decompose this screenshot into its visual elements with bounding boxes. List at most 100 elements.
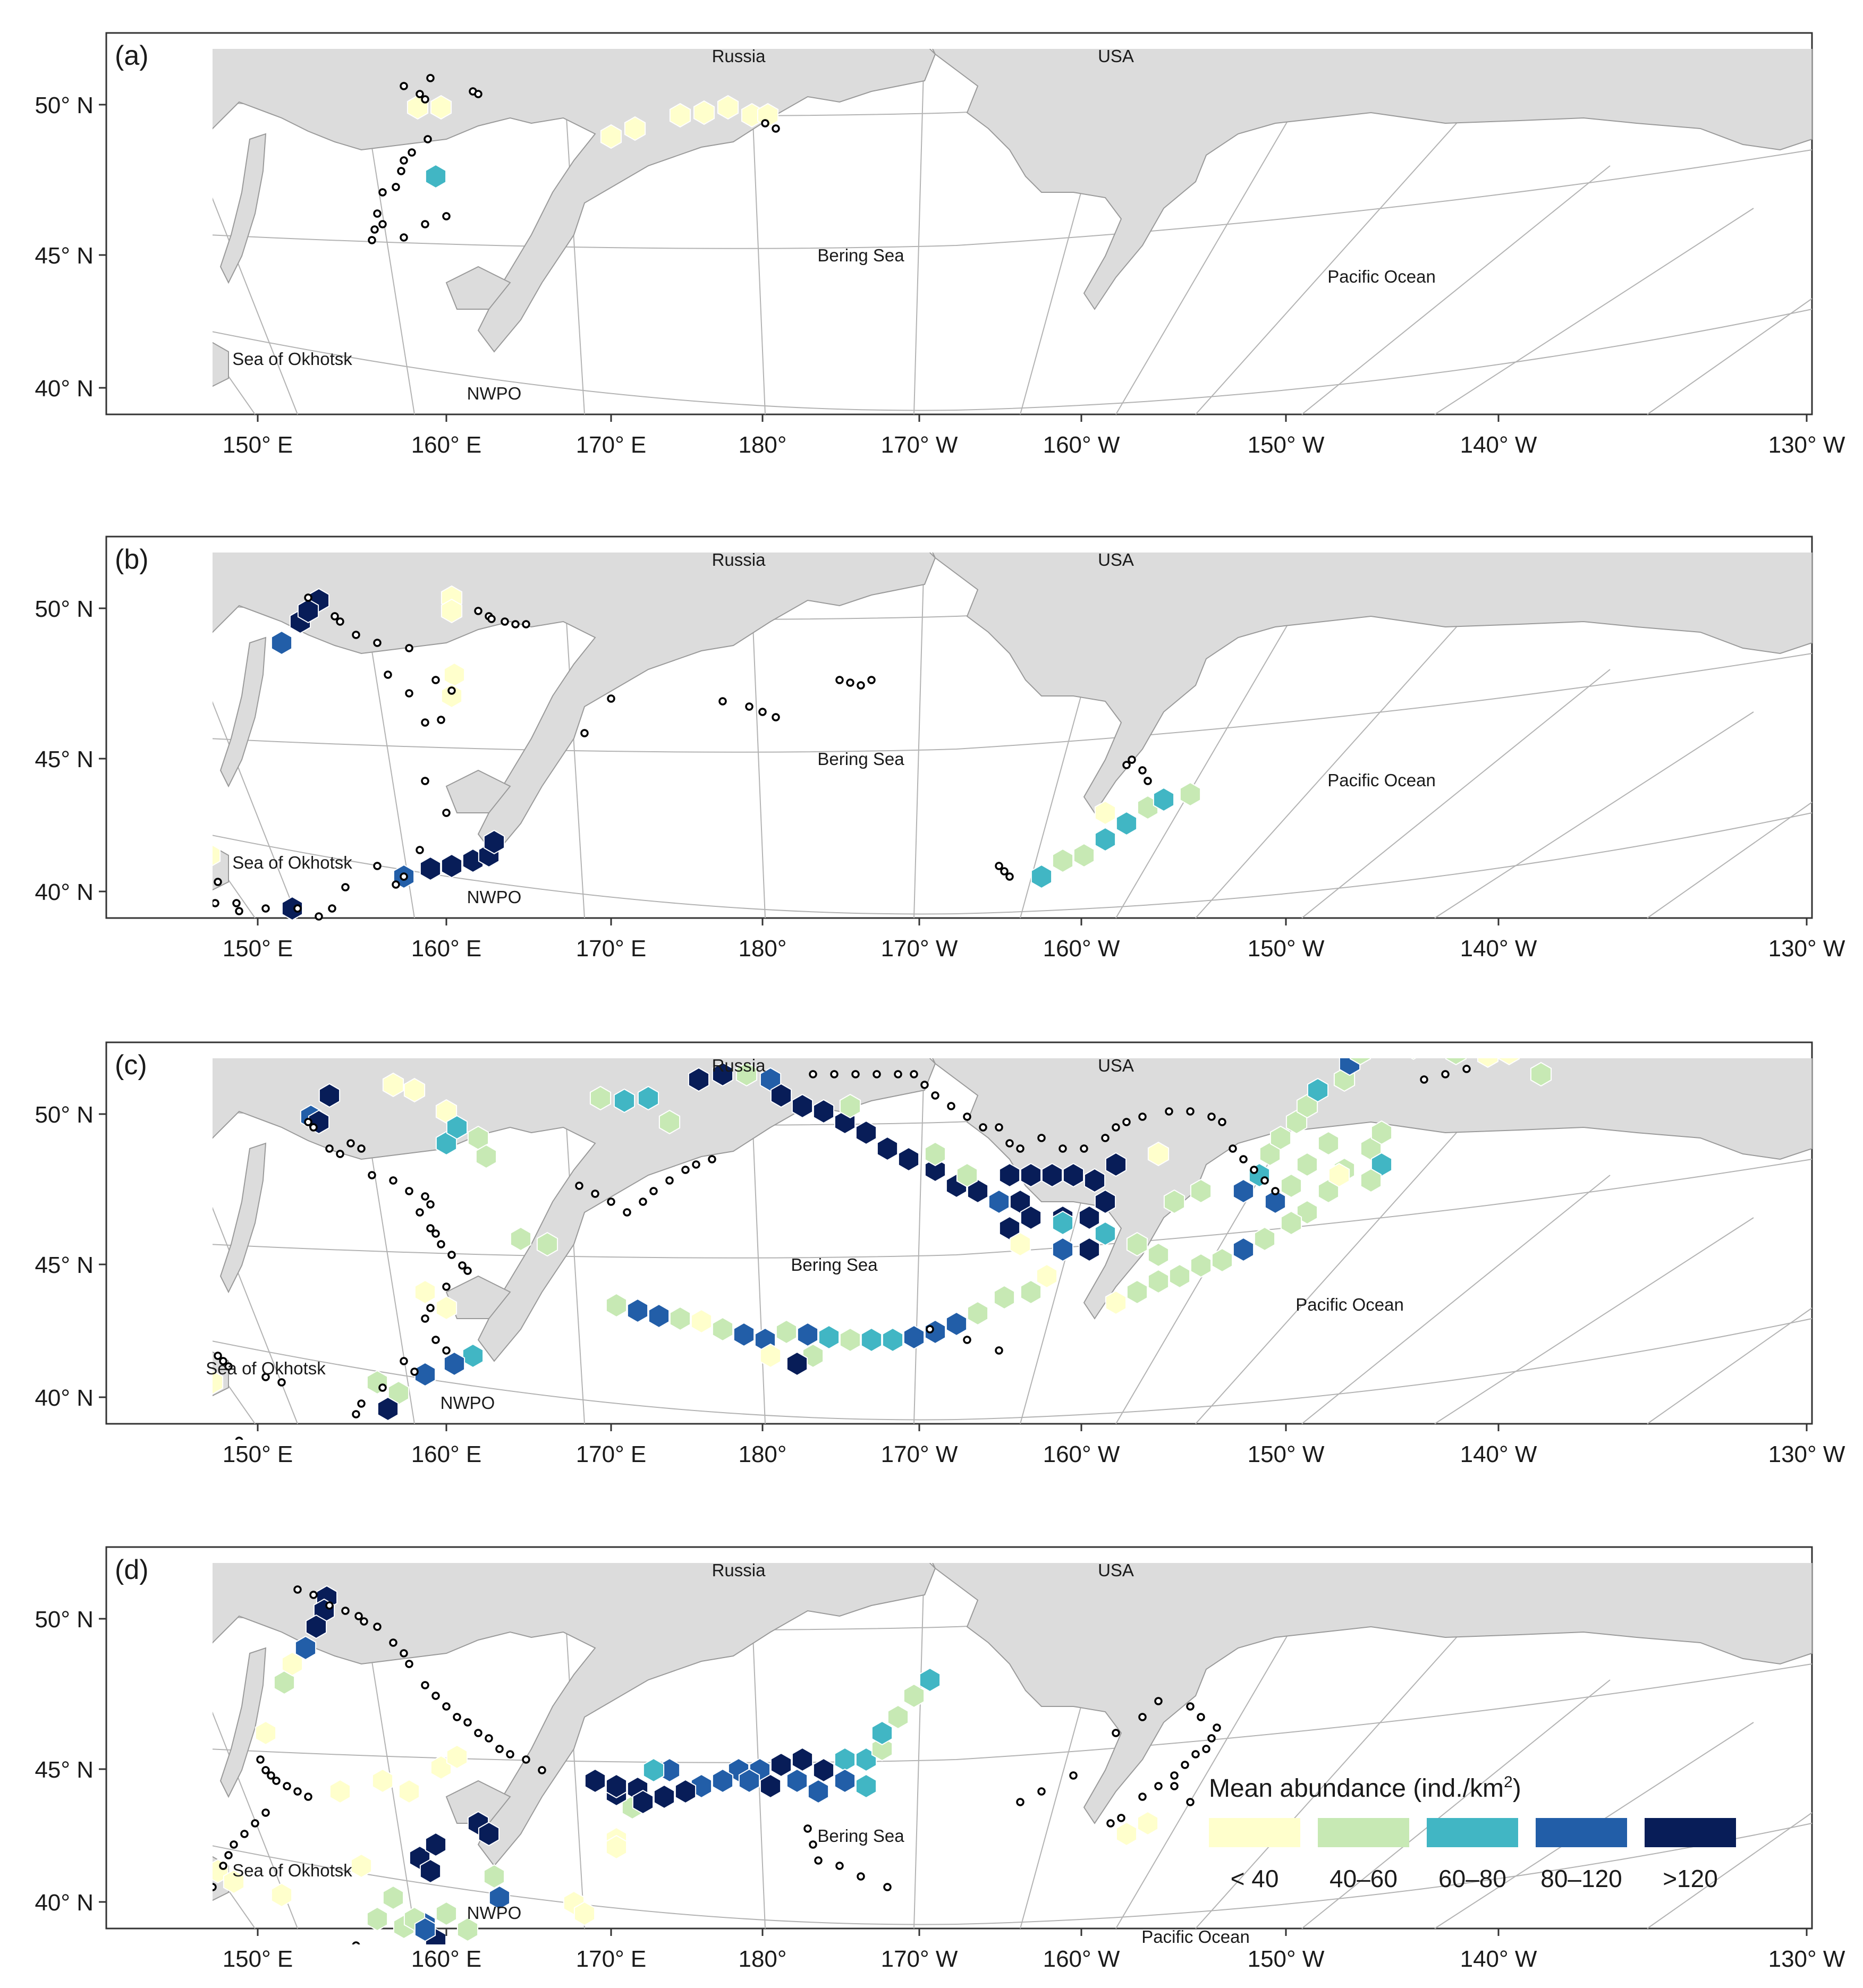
lon-label: 180° bbox=[738, 1946, 786, 1972]
lon-label: 160° W bbox=[1043, 1441, 1120, 1467]
abundance-hex-cell bbox=[1094, 827, 1116, 852]
abundance-hex-cell bbox=[446, 1744, 468, 1770]
place-label-usa: USA bbox=[1098, 550, 1134, 570]
station-marker-icon bbox=[389, 1176, 397, 1185]
lat-label: 45° N bbox=[35, 1757, 94, 1783]
station-marker-icon bbox=[331, 612, 339, 621]
station-marker-icon bbox=[835, 1862, 844, 1870]
station-marker-icon bbox=[426, 1200, 435, 1209]
station-marker-icon bbox=[392, 183, 400, 191]
abundance-hex-cell bbox=[382, 1072, 404, 1098]
abundance-hex-cell bbox=[425, 1832, 447, 1857]
station-marker-icon bbox=[873, 1070, 881, 1078]
station-marker-icon bbox=[758, 708, 767, 716]
station-marker-icon bbox=[256, 1755, 265, 1764]
abundance-hex-cell bbox=[441, 853, 463, 879]
station-marker-icon bbox=[408, 148, 416, 157]
station-marker-icon bbox=[261, 904, 270, 913]
abundance-hex-cell bbox=[688, 1067, 710, 1092]
graticule-meridian bbox=[913, 553, 925, 919]
place-label-sea-of-okhotsk: Sea of Okhotsk bbox=[232, 853, 352, 872]
abundance-hex-cell bbox=[887, 1704, 909, 1730]
graticule-parallel bbox=[213, 149, 1813, 249]
abundance-hex-cell bbox=[1105, 1152, 1127, 1177]
station-marker-icon bbox=[761, 119, 769, 128]
station-marker-icon bbox=[431, 1692, 440, 1700]
lat-label: 50° N bbox=[35, 1102, 94, 1128]
graticule-meridian bbox=[1115, 96, 1302, 415]
lon-label: 140° W bbox=[1460, 1946, 1537, 1972]
land-mass bbox=[445, 769, 511, 813]
abundance-hex-cell bbox=[605, 1293, 628, 1318]
station-marker-icon bbox=[851, 1070, 860, 1078]
abundance-hex-cell bbox=[1296, 1152, 1318, 1177]
graticule-meridian bbox=[563, 64, 585, 415]
station-marker-icon bbox=[336, 1150, 344, 1158]
station-marker-icon bbox=[378, 1383, 387, 1392]
graticule-meridian bbox=[1195, 621, 1462, 919]
lon-label: 150° E bbox=[223, 1946, 293, 1972]
abundance-hex-cell bbox=[712, 1061, 734, 1087]
station-marker-icon bbox=[453, 1713, 461, 1721]
abundance-hex-cell bbox=[441, 598, 463, 624]
abundance-hex-cell bbox=[632, 1789, 654, 1815]
abundance-hex-cell bbox=[834, 1768, 856, 1794]
station-marker-icon bbox=[328, 904, 336, 913]
abundance-hex-cell bbox=[605, 1773, 628, 1799]
station-marker-icon bbox=[416, 1208, 424, 1217]
abundance-hex-cell bbox=[861, 1966, 882, 1987]
lat-label: 50° N bbox=[35, 92, 94, 118]
station-marker-icon bbox=[1420, 1075, 1428, 1084]
abundance-hex-cell bbox=[1020, 1205, 1042, 1230]
station-marker-icon bbox=[326, 1443, 333, 1449]
land-mass bbox=[213, 342, 229, 387]
abundance-hex-cell bbox=[993, 1285, 1015, 1310]
abundance-hex-cell bbox=[1036, 1263, 1058, 1289]
station-marker-icon bbox=[458, 1261, 467, 1270]
station-marker-icon bbox=[995, 862, 1003, 870]
station-marker-icon bbox=[1239, 1155, 1248, 1163]
station-marker-icon bbox=[846, 678, 854, 687]
lon-label: 150° E bbox=[223, 936, 293, 962]
lon-label: 180° bbox=[738, 936, 786, 962]
station-marker-icon bbox=[305, 1974, 311, 1981]
station-marker-icon bbox=[325, 1144, 334, 1153]
lon-label: 160° E bbox=[411, 1441, 482, 1467]
station-marker-icon bbox=[506, 1750, 514, 1758]
abundance-hex-cell bbox=[1041, 1162, 1063, 1188]
station-marker-icon bbox=[392, 880, 400, 889]
abundance-hex-cell bbox=[733, 1322, 755, 1347]
station-marker-icon bbox=[474, 1729, 482, 1737]
place-label-bering-sea: Bering Sea bbox=[817, 245, 904, 265]
station-marker-icon bbox=[692, 1160, 700, 1169]
lon-label: 150° W bbox=[1248, 1441, 1325, 1467]
abundance-hex-cell bbox=[1078, 1237, 1100, 1262]
station-marker-icon bbox=[421, 1314, 429, 1323]
graticule-meridian bbox=[1115, 1610, 1302, 1929]
place-label-usa: USA bbox=[1098, 46, 1134, 66]
graticule-parallel bbox=[213, 309, 1813, 411]
lon-label: 170° W bbox=[881, 1441, 958, 1467]
station-marker-icon bbox=[309, 1591, 318, 1599]
station-marker-icon bbox=[809, 1070, 817, 1078]
station-marker-icon bbox=[261, 1766, 270, 1774]
station-marker-icon bbox=[316, 1964, 322, 1970]
station-marker-icon bbox=[410, 1367, 419, 1376]
map-panel-b: Russia USA Bering Sea Pacific Ocean Sea of O… bbox=[35, 536, 1845, 962]
station-marker-icon bbox=[487, 615, 496, 623]
station-marker-icon bbox=[214, 878, 222, 886]
abundance-hex-cell bbox=[839, 1093, 861, 1119]
graticule-meridian bbox=[1195, 1127, 1462, 1424]
abundance-hex-cell bbox=[669, 1306, 691, 1331]
abundance-hex-cell bbox=[1147, 1269, 1170, 1294]
station-marker-icon bbox=[1186, 1107, 1195, 1116]
station-marker-icon bbox=[431, 1336, 440, 1344]
land-mass bbox=[932, 553, 1813, 814]
station-marker-icon bbox=[718, 697, 727, 706]
place-label-bering-sea: Bering Sea bbox=[817, 749, 904, 769]
abundance-hex-cell bbox=[945, 1311, 968, 1337]
lat-label: 45° N bbox=[35, 1252, 94, 1278]
station-marker-icon bbox=[1117, 1814, 1125, 1822]
land-mass bbox=[213, 1058, 936, 1362]
panel-tag-background bbox=[111, 541, 157, 576]
